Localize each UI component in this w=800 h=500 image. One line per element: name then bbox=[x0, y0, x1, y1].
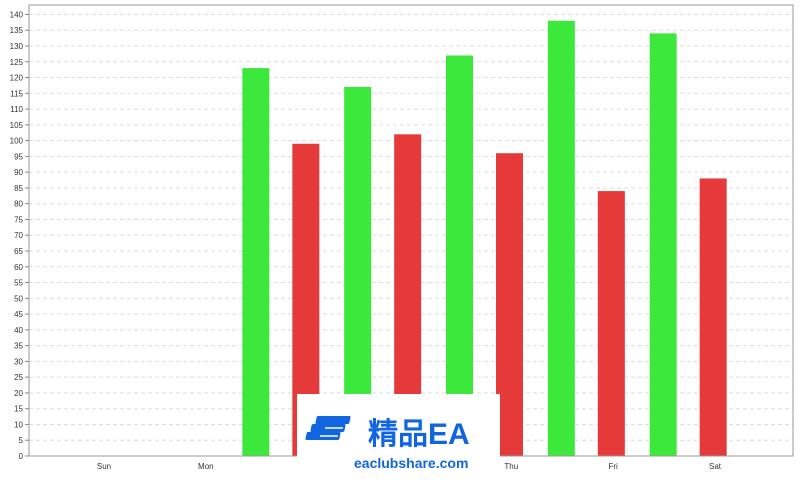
y-tick-label: 95 bbox=[14, 152, 23, 161]
bar bbox=[597, 191, 625, 457]
y-tick-label: 60 bbox=[14, 263, 23, 272]
bar bbox=[649, 33, 677, 457]
y-tick-label: 10 bbox=[14, 420, 23, 429]
y-tick-label: 85 bbox=[14, 184, 23, 193]
x-tick-label: Sat bbox=[709, 462, 722, 471]
bar bbox=[699, 178, 727, 456]
y-tick-label: 25 bbox=[14, 373, 23, 382]
x-tick-label: Fri bbox=[609, 462, 619, 471]
y-axis-ticks: 0 5 10 15 20 25 30 35 40 45 50 55 60 65 70 75 80 85 90 95 10… bbox=[10, 10, 29, 461]
watermark: 精品EA eaclubshare.com bbox=[297, 394, 500, 482]
x-tick-label: Sun bbox=[97, 462, 111, 471]
y-tick-label: 140 bbox=[10, 10, 24, 19]
watermark-url: eaclubshare.com bbox=[354, 455, 468, 471]
watermark-brand-name: 精品EA bbox=[368, 418, 470, 451]
x-tick-label: Thu bbox=[504, 462, 518, 471]
y-tick-label: 15 bbox=[14, 405, 23, 414]
y-tick-label: 55 bbox=[14, 279, 23, 288]
y-tick-label: 100 bbox=[10, 137, 24, 146]
bars bbox=[242, 20, 727, 457]
y-tick-label: 65 bbox=[14, 247, 23, 256]
y-tick-label: 5 bbox=[19, 436, 24, 445]
y-tick-label: 0 bbox=[19, 452, 24, 461]
bar bbox=[446, 55, 473, 456]
y-tick-label: 130 bbox=[10, 42, 24, 51]
book-stack-icon bbox=[305, 416, 351, 440]
y-tick-label: 90 bbox=[14, 168, 23, 177]
y-tick-label: 70 bbox=[14, 231, 23, 240]
x-tick-label: Mon bbox=[198, 462, 214, 471]
y-tick-label: 135 bbox=[10, 26, 24, 35]
y-tick-label: 35 bbox=[14, 342, 23, 351]
y-tick-label: 115 bbox=[10, 89, 23, 98]
y-tick-label: 30 bbox=[14, 357, 23, 366]
bar bbox=[496, 153, 523, 456]
y-tick-label: 20 bbox=[14, 389, 23, 398]
y-tick-label: 75 bbox=[14, 215, 23, 224]
y-tick-label: 125 bbox=[10, 58, 24, 67]
y-tick-label: 120 bbox=[10, 74, 24, 83]
bar bbox=[242, 68, 270, 457]
y-tick-label: 45 bbox=[14, 310, 23, 319]
y-tick-label: 80 bbox=[14, 200, 23, 209]
y-tick-label: 105 bbox=[10, 121, 24, 130]
y-tick-label: 110 bbox=[10, 105, 23, 114]
y-tick-label: 50 bbox=[14, 294, 23, 303]
y-tick-label: 40 bbox=[14, 326, 23, 335]
bar bbox=[547, 20, 575, 457]
